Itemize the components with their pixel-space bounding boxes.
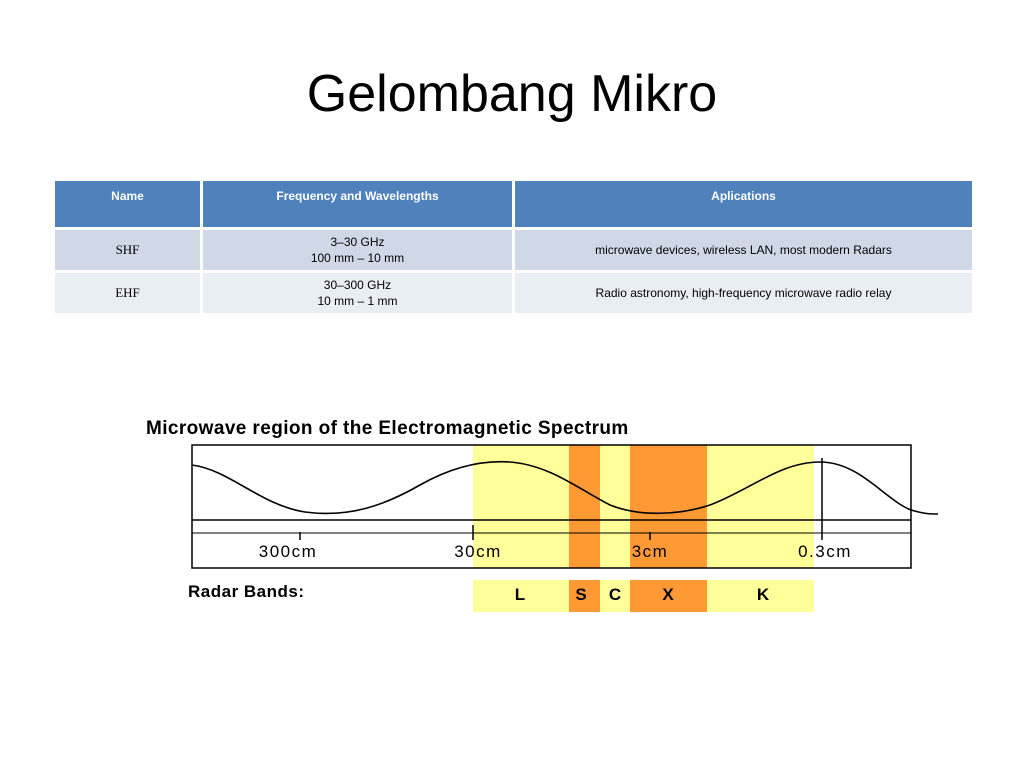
band-s-area bbox=[569, 445, 600, 612]
cell-name: SHF bbox=[52, 227, 203, 273]
band-x-area bbox=[630, 445, 707, 612]
band-label-c: C bbox=[609, 585, 621, 604]
band-label-s: S bbox=[575, 585, 586, 604]
band-label-l: L bbox=[515, 585, 525, 604]
frequency-table: Name Frequency and Wavelengths Aplicatio… bbox=[52, 178, 975, 316]
wave-curve bbox=[191, 460, 939, 515]
wavelength-range: 100 mm – 10 mm bbox=[310, 251, 405, 265]
spectrum-frame bbox=[191, 444, 912, 569]
band-k-area bbox=[707, 445, 814, 612]
frequency-range: 30–300 GHz bbox=[323, 278, 392, 292]
band-label-x: X bbox=[662, 585, 674, 604]
cell-frequency: 3–30 GHz 100 mm – 10 mm bbox=[200, 227, 515, 273]
scale-label-0-3cm: 0.3cm bbox=[798, 542, 852, 561]
table-row: SHF 3–30 GHz 100 mm – 10 mm microwave de… bbox=[52, 227, 975, 273]
wavelength-range: 10 mm – 1 mm bbox=[317, 294, 398, 308]
table-row: EHF 30–300 GHz 10 mm – 1 mm Radio astron… bbox=[52, 270, 975, 316]
table-header-row: Name Frequency and Wavelengths Aplicatio… bbox=[52, 178, 975, 230]
cell-name: EHF bbox=[52, 270, 203, 316]
band-c-area bbox=[600, 445, 630, 612]
header-name: Name bbox=[52, 178, 203, 230]
band-label-k: K bbox=[757, 585, 770, 604]
radar-bands-label: Radar Bands: bbox=[188, 582, 305, 601]
scale-label-30cm: 30cm bbox=[454, 542, 502, 561]
scale-label-3cm: 3cm bbox=[632, 542, 669, 561]
header-frequency: Frequency and Wavelengths bbox=[200, 178, 515, 230]
cell-applications: microwave devices, wireless LAN, most mo… bbox=[512, 227, 975, 273]
cell-applications: Radio astronomy, high-frequency microwav… bbox=[512, 270, 975, 316]
band-l-area bbox=[473, 445, 569, 612]
slide-title: Gelombang Mikro bbox=[306, 65, 718, 123]
figure-title: Microwave region of the Electromagnetic … bbox=[146, 418, 629, 439]
header-applications: Aplications bbox=[512, 178, 975, 230]
spectrum-diagram: 300cm 30cm 3cm 0.3cm Microwave region of… bbox=[140, 418, 960, 620]
scale-label-300cm: 300cm bbox=[259, 542, 318, 561]
frequency-range: 3–30 GHz bbox=[330, 235, 385, 249]
spectrum-figure: 300cm 30cm 3cm 0.3cm Microwave region of… bbox=[140, 410, 960, 620]
cell-frequency: 30–300 GHz 10 mm – 1 mm bbox=[200, 270, 515, 316]
